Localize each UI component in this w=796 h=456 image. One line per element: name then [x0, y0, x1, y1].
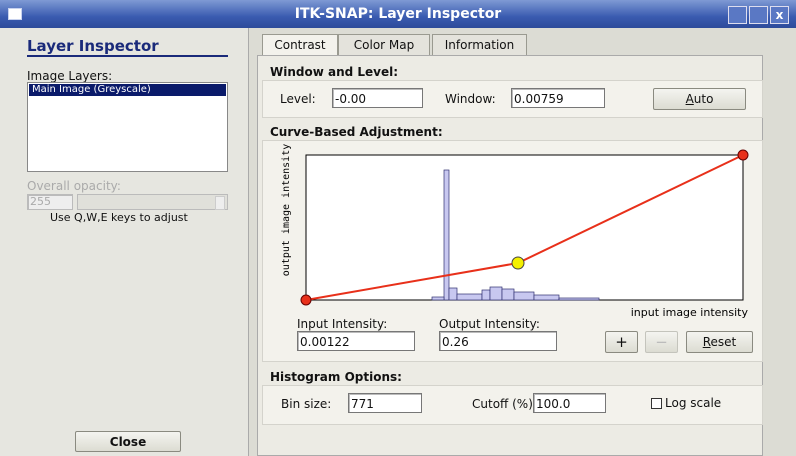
histogram-bar — [501, 288, 515, 301]
close-window-button[interactable]: x — [770, 6, 789, 24]
opacity-hint: Use Q,W,E keys to adjust — [50, 211, 188, 224]
input-intensity-label: Input Intensity: — [297, 317, 388, 331]
control-point[interactable] — [511, 256, 525, 270]
level-input[interactable]: -0.00 — [332, 88, 423, 108]
reset-button[interactable]: Reset — [686, 331, 753, 353]
window-input[interactable]: 0.00759 — [511, 88, 605, 108]
log-checkbox[interactable] — [651, 398, 662, 409]
section-heading: Window and Level: — [270, 65, 399, 79]
auto-button[interactable]: Auto — [653, 88, 746, 110]
curve-plot: output image intensity input image inten… — [281, 144, 749, 319]
remove-point-button: − — [645, 331, 678, 353]
x-axis-label: input image intensity — [631, 306, 749, 319]
cutoff-label: Cutoff (%): — [472, 397, 537, 411]
histogram — [431, 169, 600, 301]
layers-list: Main Image (Greyscale) — [27, 82, 228, 172]
close-text: Close — [109, 435, 147, 449]
plus-text: + — [615, 333, 628, 351]
histogram-bar — [456, 293, 483, 301]
minus-text: − — [655, 333, 668, 351]
section-heading: Curve-Based Adjustment: — [270, 125, 443, 139]
control-point[interactable] — [300, 294, 312, 306]
tab[interactable]: Color Map — [338, 34, 430, 55]
histogram-bar — [513, 291, 535, 301]
slider-thumb — [215, 196, 225, 210]
title-bar: ITK-SNAP: Layer Inspector x — [0, 0, 796, 28]
histogram-bar — [481, 289, 491, 301]
reset-text: Reset — [702, 335, 737, 349]
plot-area — [305, 154, 744, 301]
output-intensity-label: Output Intensity: — [439, 317, 540, 331]
close-button[interactable]: Close — [75, 431, 181, 452]
layer-item[interactable]: Main Image (Greyscale) — [29, 84, 226, 96]
bin-size-input[interactable]: 771 — [348, 393, 422, 413]
tab[interactable]: Information — [432, 34, 527, 55]
input-intensity-input[interactable]: 0.00122 — [297, 331, 415, 351]
maximize-button[interactable] — [749, 6, 768, 24]
window-label: Window: — [445, 92, 496, 106]
level-label: Level: — [280, 92, 316, 106]
histogram-bar — [448, 287, 458, 301]
opacity-slider — [77, 194, 228, 210]
window-icon — [8, 8, 22, 20]
opacity-label: Overall opacity: — [27, 179, 121, 193]
cutoff-input[interactable]: 100.0 — [533, 393, 606, 413]
section-heading: Histogram Options: — [270, 370, 402, 384]
add-point-button[interactable]: + — [605, 331, 638, 353]
histogram-bar — [558, 297, 600, 301]
log-scale-label: Log scale — [665, 396, 722, 410]
histogram-bar — [431, 296, 445, 301]
layers-label: Image Layers: — [27, 69, 113, 83]
histogram-bar — [533, 294, 560, 301]
sidebar-heading: Layer Inspector — [27, 37, 228, 57]
tab[interactable]: Contrast — [262, 34, 338, 56]
bin-size-label: Bin size: — [281, 397, 332, 411]
auto-text: Auto — [685, 92, 714, 106]
y-axis-label: output image intensity — [281, 144, 292, 276]
output-intensity-input[interactable]: 0.26 — [439, 331, 557, 351]
histogram-bar — [489, 286, 503, 301]
opacity-input: 255 — [27, 194, 73, 210]
sidebar: Layer Inspector Image Layers: Main Image… — [0, 28, 249, 456]
window-title: ITK-SNAP: Layer Inspector — [294, 6, 502, 22]
minimize-button[interactable] — [728, 6, 747, 24]
control-point[interactable] — [737, 149, 749, 161]
histogram-bar — [443, 169, 450, 301]
histogram-box — [262, 385, 763, 425]
